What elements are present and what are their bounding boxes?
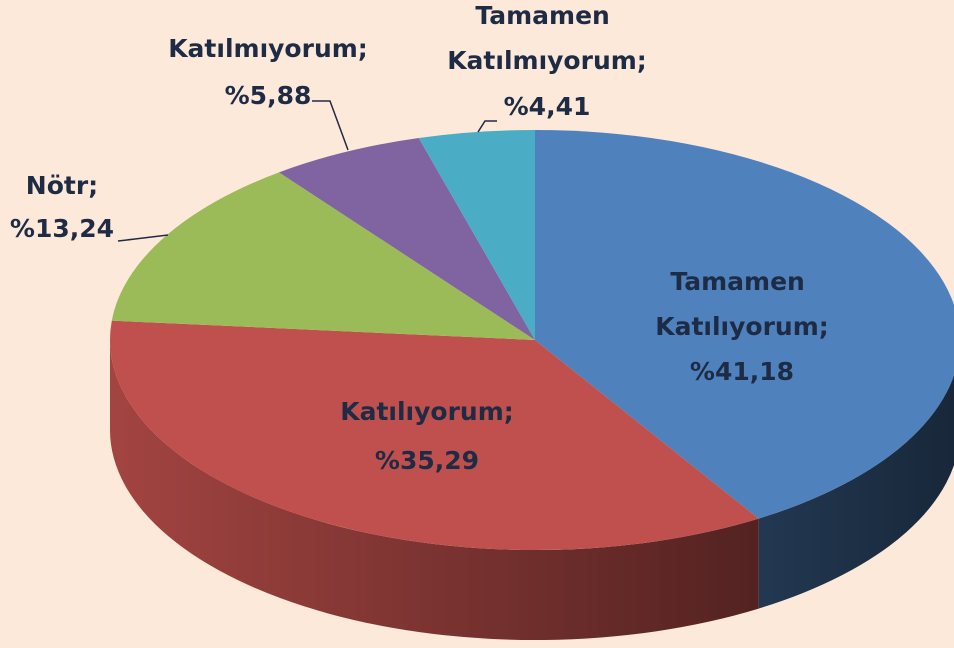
value-label: %5,88 (225, 81, 312, 110)
slice (278, 138, 535, 340)
slice (111, 172, 535, 340)
slice (418, 130, 535, 340)
slice-label: Tamamen Katılmıyorum; (447, 1, 647, 75)
value-label: %35,29 (375, 446, 479, 475)
slice-label: Katılmıyorum; (168, 34, 368, 63)
value-label: %4,41 (504, 92, 591, 121)
slice-label: Nötr; (26, 171, 98, 200)
leader-line (117, 234, 169, 242)
slice (110, 320, 759, 550)
slice (535, 130, 954, 519)
value-label: %13,24 (10, 214, 114, 243)
leader-line (477, 120, 497, 133)
slice-side (110, 340, 759, 640)
leader-line (312, 100, 349, 151)
slice-label: Tamamen Katılıyorum; (655, 267, 829, 341)
slice-label: Katılıyorum; (340, 397, 514, 426)
slice-side (758, 374, 954, 609)
value-label: %41,18 (690, 357, 794, 386)
